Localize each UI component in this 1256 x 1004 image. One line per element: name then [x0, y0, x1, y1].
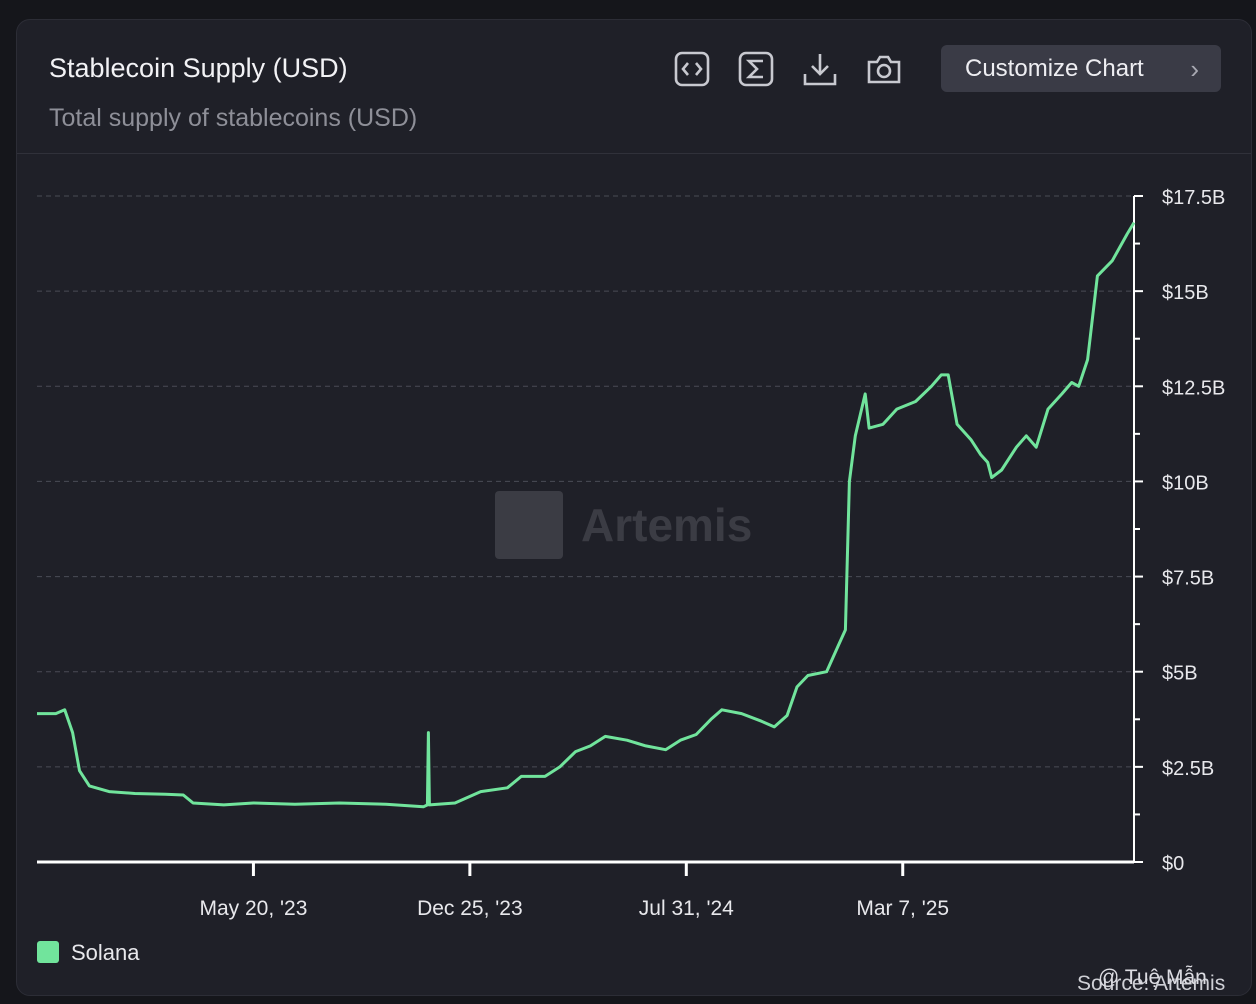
sigma-icon-svg — [738, 51, 774, 87]
corner-mark: @ Tuệ Mẫn — [1098, 966, 1207, 989]
x-tick-label: Mar 7, '25 — [856, 897, 949, 920]
x-tick-label: Dec 25, '23 — [417, 897, 523, 920]
source-label: Source: Artemis — [1077, 972, 1226, 995]
y-tick-label: $7.5B — [1162, 568, 1214, 590]
download-icon-svg — [803, 54, 837, 86]
camera-icon[interactable] — [865, 50, 903, 88]
y-tick-label: $2.5B — [1162, 758, 1214, 780]
artemis-logo-icon — [495, 491, 563, 559]
legend-swatch-solana[interactable] — [37, 941, 59, 963]
customize-chart-label: Customize Chart — [965, 54, 1144, 82]
line-chart: $0 $2.5B $5B $7.5B $10B $12.5B $15B $17.5B May 2… — [37, 187, 1225, 920]
camera-icon-svg — [867, 55, 901, 84]
chart-subtitle: Total supply of stablecoins (USD) — [49, 104, 418, 132]
chart-title: Stablecoin Supply (USD) — [49, 53, 348, 83]
y-tick-label: $12.5B — [1162, 377, 1225, 399]
x-tick-label: May 20, '23 — [199, 897, 307, 920]
code-icon[interactable] — [673, 50, 711, 88]
code-icon-svg — [674, 51, 710, 87]
y-tick-label: $15B — [1162, 282, 1209, 304]
x-tick-label: Jul 31, '24 — [639, 897, 734, 920]
y-tick-label: $10B — [1162, 472, 1209, 494]
header-divider — [17, 153, 1251, 154]
y-tick-label: $17.5B — [1162, 187, 1225, 209]
download-icon[interactable] — [801, 50, 839, 88]
chart-card: Stablecoin Supply (USD) Total supply of … — [16, 19, 1252, 996]
y-tick-label: $0 — [1162, 853, 1184, 875]
legend-label-solana[interactable]: Solana — [71, 940, 140, 965]
customize-chart-button[interactable]: Customize Chart › — [941, 45, 1221, 92]
sigma-icon[interactable] — [737, 50, 775, 88]
series-line-solana — [37, 221, 1136, 809]
watermark: Artemis — [581, 499, 753, 551]
chevron-right-icon: › — [1190, 54, 1199, 84]
y-tick-label: $5B — [1162, 663, 1198, 685]
